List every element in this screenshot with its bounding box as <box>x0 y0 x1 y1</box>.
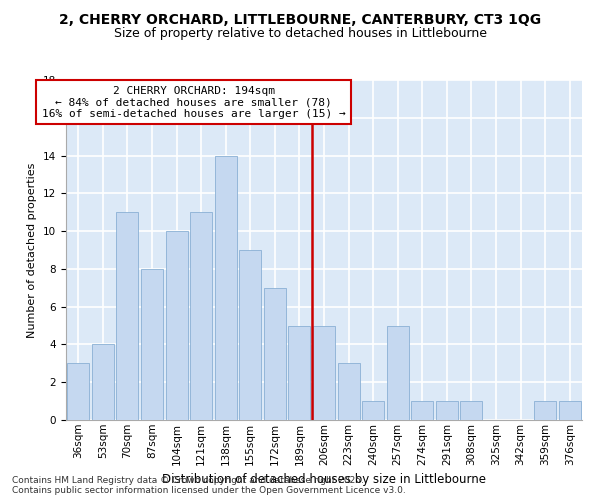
Bar <box>116 212 139 420</box>
Bar <box>92 344 114 420</box>
Bar <box>411 401 433 420</box>
Bar <box>215 156 237 420</box>
Bar <box>460 401 482 420</box>
Bar <box>313 326 335 420</box>
Text: 2, CHERRY ORCHARD, LITTLEBOURNE, CANTERBURY, CT3 1QG: 2, CHERRY ORCHARD, LITTLEBOURNE, CANTERB… <box>59 12 541 26</box>
Bar <box>264 288 286 420</box>
Bar <box>362 401 384 420</box>
Bar <box>436 401 458 420</box>
Bar <box>141 269 163 420</box>
Y-axis label: Number of detached properties: Number of detached properties <box>28 162 37 338</box>
Bar <box>559 401 581 420</box>
Text: Contains HM Land Registry data © Crown copyright and database right 2025.
Contai: Contains HM Land Registry data © Crown c… <box>12 476 406 495</box>
Bar <box>166 231 188 420</box>
Bar <box>386 326 409 420</box>
Bar <box>289 326 310 420</box>
Bar <box>338 364 359 420</box>
X-axis label: Distribution of detached houses by size in Littlebourne: Distribution of detached houses by size … <box>162 473 486 486</box>
Bar <box>239 250 262 420</box>
Text: Size of property relative to detached houses in Littlebourne: Size of property relative to detached ho… <box>113 28 487 40</box>
Bar <box>534 401 556 420</box>
Text: 2 CHERRY ORCHARD: 194sqm
← 84% of detached houses are smaller (78)
16% of semi-d: 2 CHERRY ORCHARD: 194sqm ← 84% of detach… <box>42 86 346 119</box>
Bar <box>67 364 89 420</box>
Bar <box>190 212 212 420</box>
